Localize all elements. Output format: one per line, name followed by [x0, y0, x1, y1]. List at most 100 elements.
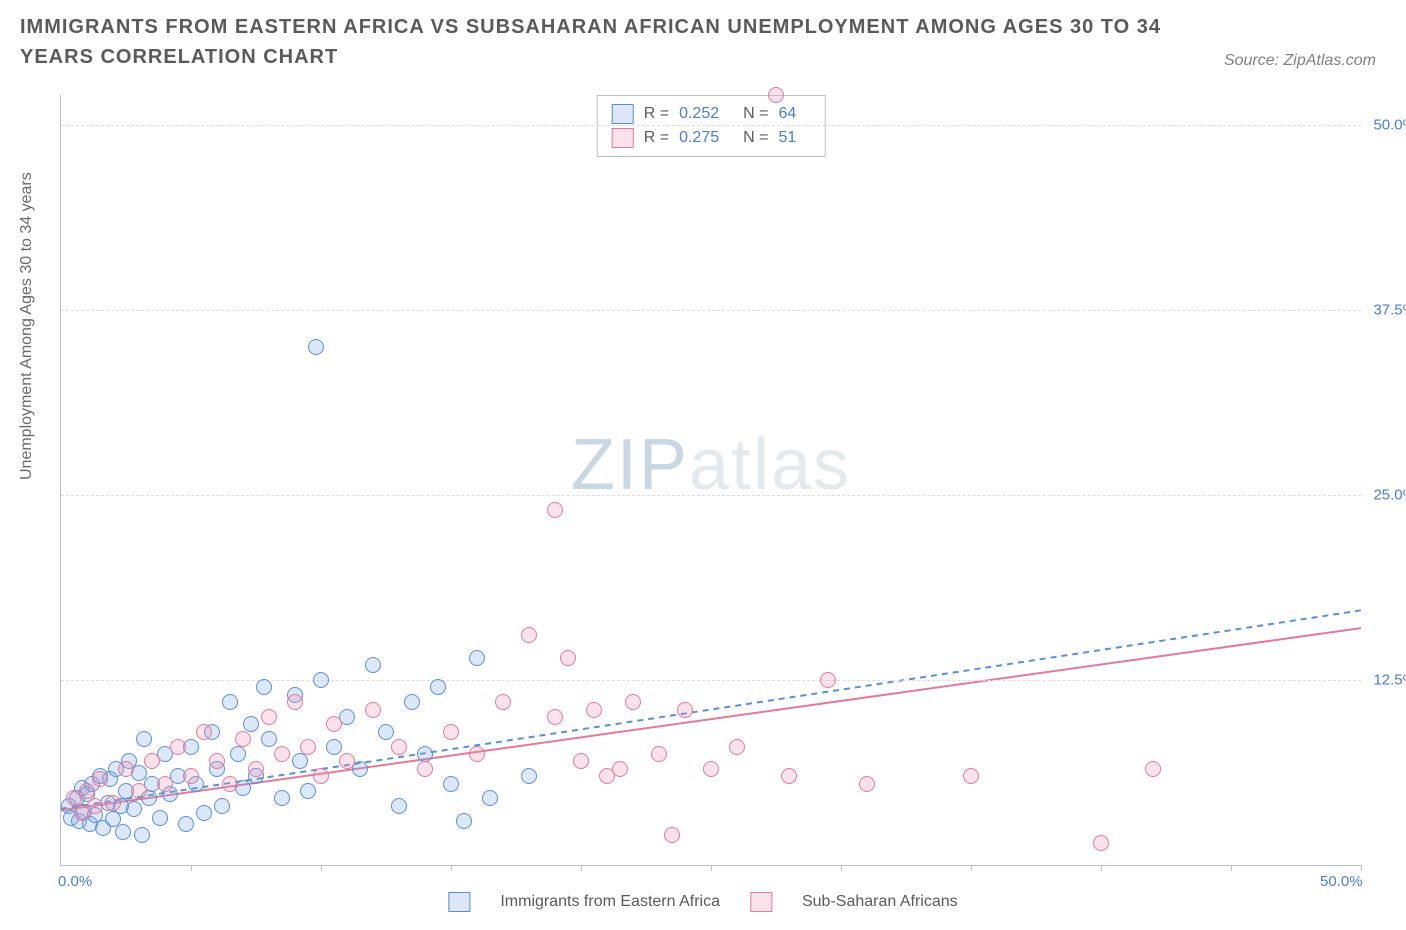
- marker-eastern: [230, 746, 246, 762]
- stats-legend-box: R = 0.252 N = 64 R = 0.275 N = 51: [597, 95, 826, 157]
- x-tick: [1101, 865, 1102, 871]
- gridline: [61, 310, 1361, 311]
- marker-subsaharan: [339, 753, 355, 769]
- marker-subsaharan: [547, 709, 563, 725]
- stat-n-eastern: 64: [778, 105, 796, 123]
- chart-title: IMMIGRANTS FROM EASTERN AFRICA VS SUBSAH…: [20, 12, 1170, 72]
- marker-subsaharan: [300, 739, 316, 755]
- marker-eastern: [214, 798, 230, 814]
- y-tick-label: 37.5%: [1366, 301, 1406, 318]
- legend-label-eastern: Immigrants from Eastern Africa: [500, 893, 720, 911]
- y-axis-label: Unemployment Among Ages 30 to 34 years: [18, 172, 36, 480]
- marker-eastern: [196, 805, 212, 821]
- marker-subsaharan: [729, 739, 745, 755]
- marker-eastern: [222, 694, 238, 710]
- y-tick-label: 12.5%: [1366, 671, 1406, 688]
- marker-eastern: [178, 816, 194, 832]
- marker-subsaharan: [261, 709, 277, 725]
- x-tick: [841, 865, 842, 871]
- marker-subsaharan: [495, 694, 511, 710]
- legend-bottom: Immigrants from Eastern Africa Sub-Sahar…: [448, 892, 957, 912]
- marker-eastern: [136, 731, 152, 747]
- gridline: [61, 125, 1361, 126]
- marker-subsaharan: [326, 716, 342, 732]
- marker-eastern: [456, 813, 472, 829]
- marker-subsaharan: [87, 798, 103, 814]
- marker-subsaharan: [560, 650, 576, 666]
- stat-n-subsaharan: 51: [778, 129, 796, 147]
- x-tick: [711, 865, 712, 871]
- marker-eastern: [521, 768, 537, 784]
- marker-subsaharan: [1145, 761, 1161, 777]
- marker-subsaharan: [768, 87, 784, 103]
- x-axis-min-label: 0.0%: [58, 873, 92, 890]
- marker-subsaharan: [443, 724, 459, 740]
- marker-eastern: [152, 810, 168, 826]
- swatch-subsaharan: [612, 128, 634, 148]
- x-tick: [1231, 865, 1232, 871]
- marker-subsaharan: [781, 768, 797, 784]
- marker-subsaharan: [183, 768, 199, 784]
- marker-subsaharan: [1093, 835, 1109, 851]
- trend-lines: [61, 95, 1361, 865]
- marker-subsaharan: [157, 776, 173, 792]
- stat-r-subsaharan: 0.275: [679, 129, 719, 147]
- stat-r-label: R =: [644, 129, 669, 147]
- marker-subsaharan: [651, 746, 667, 762]
- marker-subsaharan: [131, 783, 147, 799]
- x-tick: [971, 865, 972, 871]
- marker-eastern: [308, 339, 324, 355]
- swatch-eastern: [612, 104, 634, 124]
- marker-subsaharan: [677, 702, 693, 718]
- marker-eastern: [261, 731, 277, 747]
- marker-subsaharan: [612, 761, 628, 777]
- marker-eastern: [443, 776, 459, 792]
- marker-subsaharan: [313, 768, 329, 784]
- marker-eastern: [313, 672, 329, 688]
- stat-r-label: R =: [644, 105, 669, 123]
- y-tick-label: 25.0%: [1366, 486, 1406, 503]
- plot-area: ZIPatlas R = 0.252 N = 64 R = 0.275 N = …: [60, 95, 1361, 866]
- marker-subsaharan: [664, 827, 680, 843]
- marker-eastern: [274, 790, 290, 806]
- marker-subsaharan: [469, 746, 485, 762]
- stat-n-label: N =: [743, 129, 768, 147]
- marker-subsaharan: [365, 702, 381, 718]
- marker-subsaharan: [287, 694, 303, 710]
- marker-subsaharan: [92, 771, 108, 787]
- marker-eastern: [326, 739, 342, 755]
- marker-subsaharan: [625, 694, 641, 710]
- marker-eastern: [482, 790, 498, 806]
- marker-eastern: [430, 679, 446, 695]
- stats-row-subsaharan: R = 0.275 N = 51: [612, 126, 811, 150]
- gridline: [61, 495, 1361, 496]
- marker-subsaharan: [105, 795, 121, 811]
- marker-subsaharan: [79, 783, 95, 799]
- marker-eastern: [126, 801, 142, 817]
- marker-subsaharan: [703, 761, 719, 777]
- marker-subsaharan: [170, 739, 186, 755]
- marker-subsaharan: [274, 746, 290, 762]
- marker-subsaharan: [209, 753, 225, 769]
- legend-swatch-subsaharan: [750, 892, 772, 912]
- stats-row-eastern: R = 0.252 N = 64: [612, 102, 811, 126]
- x-tick: [321, 865, 322, 871]
- marker-eastern: [469, 650, 485, 666]
- marker-subsaharan: [118, 761, 134, 777]
- marker-eastern: [417, 746, 433, 762]
- source-label: Source: ZipAtlas.com: [1224, 52, 1376, 70]
- marker-eastern: [115, 824, 131, 840]
- marker-subsaharan: [248, 761, 264, 777]
- marker-subsaharan: [235, 731, 251, 747]
- x-axis-max-label: 50.0%: [1320, 873, 1363, 890]
- marker-eastern: [391, 798, 407, 814]
- x-tick: [451, 865, 452, 871]
- marker-subsaharan: [859, 776, 875, 792]
- gridline: [61, 680, 1361, 681]
- marker-subsaharan: [222, 776, 238, 792]
- y-tick-label: 50.0%: [1366, 116, 1406, 133]
- marker-subsaharan: [586, 702, 602, 718]
- marker-subsaharan: [547, 502, 563, 518]
- marker-subsaharan: [417, 761, 433, 777]
- x-tick: [1361, 865, 1362, 871]
